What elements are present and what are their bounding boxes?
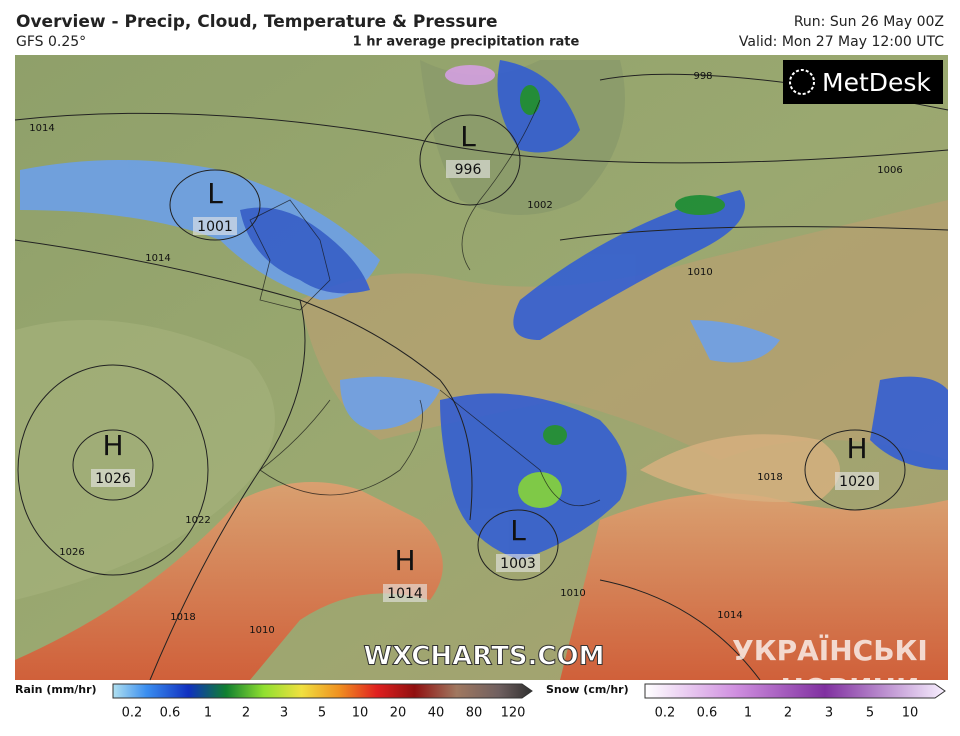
isobar-label: 1002	[527, 200, 552, 211]
rain-tick-label: 0.2	[122, 706, 143, 721]
isobar-label: 1010	[249, 625, 274, 636]
snow-color-bar	[644, 683, 946, 699]
subtitle: 1 hr average precipitation rate	[353, 35, 580, 50]
rain-tick-label: 20	[390, 706, 407, 721]
pressure-value: 1020	[839, 474, 875, 490]
snow-tick-label: 2	[784, 706, 792, 721]
isobar-label: 1014	[145, 253, 170, 264]
borders	[249, 99, 601, 507]
isobar-label: 1014	[29, 123, 54, 134]
snow-legend-label: Snow (cm/hr)	[546, 683, 629, 696]
title: Overview - Precip, Cloud, Temperature & …	[16, 12, 498, 32]
run: Run: Sun 26 May 00Z	[794, 14, 944, 30]
rain-color-bar	[112, 683, 533, 699]
pressure-letter: L	[460, 120, 476, 153]
pressure-label-bg	[91, 469, 135, 487]
snow-tick-label: 10	[902, 706, 919, 721]
logo-icon	[789, 69, 815, 95]
rain-tick-label: 5	[318, 706, 326, 721]
watermark: УКРАЇНСЬКІ	[732, 633, 928, 667]
pressure-label-bg	[383, 584, 427, 602]
isobar-label: 998	[693, 71, 712, 82]
pressure-letter: H	[102, 429, 123, 462]
isobar-label: 1006	[877, 165, 902, 176]
pressure-letter: L	[207, 177, 223, 210]
rain-tick-label: 3	[280, 706, 288, 721]
pressure-label-bg	[446, 160, 490, 178]
pressure-letter: H	[394, 544, 415, 577]
snow-tick-label: 0.2	[655, 706, 676, 721]
rain-tick-label: 0.6	[160, 706, 181, 721]
pressure-value: 1003	[500, 556, 536, 572]
rain-tick-label: 2	[242, 706, 250, 721]
isobar-label: 1014	[717, 610, 742, 621]
valid: Valid: Mon 27 May 12:00 UTC	[739, 34, 944, 50]
logo-box	[783, 60, 943, 104]
pressure-value: 996	[455, 162, 482, 178]
isobar-label: 1010	[687, 267, 712, 278]
rain-tick-label: 80	[466, 706, 483, 721]
pressure-value: 1026	[95, 471, 131, 487]
rain-tick-label: 120	[501, 706, 526, 721]
rain-tick-label: 40	[428, 706, 445, 721]
pressure-letter: H	[846, 432, 867, 465]
snow-tick-label: 3	[825, 706, 833, 721]
isobar-label: 1010	[560, 588, 585, 599]
snow-tick-label: 0.6	[697, 706, 718, 721]
pressure-value: 1001	[197, 219, 233, 235]
isobars	[14, 73, 949, 681]
isobar-label: 1026	[59, 547, 84, 558]
isobar-label: 1018	[757, 472, 782, 483]
pressure-label-bg	[193, 217, 237, 235]
isobar-label: 1022	[185, 515, 210, 526]
map	[15, 55, 948, 680]
snow-tick-label: 1	[744, 706, 752, 721]
pressure-value: 1014	[387, 586, 423, 602]
pressure-label-bg	[496, 554, 540, 572]
watermark: WXCHARTS.COM	[363, 642, 604, 672]
logo: MetDesk	[822, 68, 931, 97]
model: GFS 0.25°	[16, 34, 86, 50]
pressure-label-bg	[835, 472, 879, 490]
pressure-letter: L	[510, 514, 526, 547]
rain-tick-label: 10	[352, 706, 369, 721]
rain-tick-label: 1	[204, 706, 212, 721]
snow-tick-label: 5	[866, 706, 874, 721]
rain-legend-label: Rain (mm/hr)	[15, 683, 97, 696]
isobar-label: 1018	[170, 612, 195, 623]
